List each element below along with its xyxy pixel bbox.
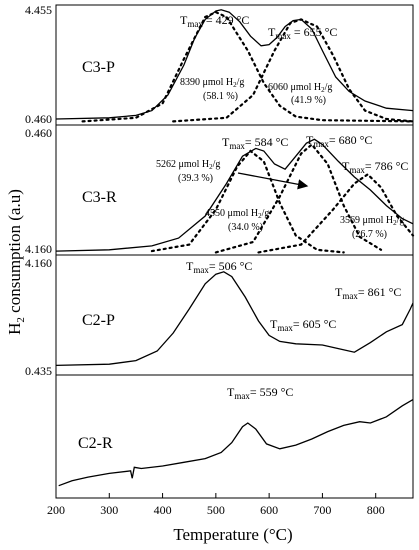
x-tick-label-300: 300: [100, 503, 118, 517]
panel-label-c3r: C3-R: [82, 189, 117, 206]
c3p-tmax-2: Tmax = 655 °C: [268, 25, 337, 41]
y-axis-title-h: H: [5, 323, 24, 335]
panel-label-c2r: C2-R: [78, 435, 113, 452]
c3r-series-4-dotted: [257, 172, 415, 254]
y-label-c3p-top: 4.455: [25, 3, 52, 17]
c3p-quantity-1: 8390 μmol H2/g: [180, 77, 244, 89]
c3p-quantity-2-pct: (41.9 %): [291, 95, 326, 106]
x-axis-ticks: 200 300 400 500 600 700 800: [47, 493, 385, 517]
plot-frame: [55, 4, 414, 499]
x-tick-label-400: 400: [154, 503, 172, 517]
c2p-tmax-3: Tmax= 861 °C: [335, 285, 401, 301]
y-label-c2p-top: 4.160: [25, 256, 52, 270]
c3r-quantity-2: 4550 μmol H2/g: [205, 208, 269, 220]
c3p-series-2-dotted: [81, 10, 415, 123]
c3r-series-1-solid: [55, 138, 414, 252]
y-label-c3r-top: 0.460: [25, 126, 52, 140]
c3r-quantity-3-pct: (26.7 %): [352, 229, 387, 240]
c3p-quantity-1-pct: (58.1 %): [203, 91, 238, 102]
c2p-tmax-2: Tmax= 605 °C: [270, 317, 336, 333]
panel-label-c2p: C2-P: [82, 312, 115, 329]
c3r-quantity-1: 5262 μmol H2/g: [156, 159, 220, 171]
c3p-series-1-solid: [55, 9, 414, 120]
y-label-c3r-bottom: 4.160: [25, 242, 52, 256]
y-axis-title-sub: 2: [15, 317, 27, 323]
y-label-c2p-bottom: 0.435: [25, 364, 52, 378]
c3r-series-2-dotted: [150, 149, 345, 254]
c3r-quantity-2-pct: (34.0 %): [228, 222, 263, 233]
c2r-series-1-solid: [58, 399, 414, 487]
c2p-series-1-solid: [55, 271, 414, 367]
c3p-quantity-2: 6060 μmol H2/g: [268, 82, 332, 94]
c3r-quantity-3: 3569 μmol H2/g: [340, 215, 404, 227]
x-axis-title: Temperature (°C): [173, 525, 292, 544]
x-tick-label-200: 200: [47, 503, 65, 517]
c3r-tmax-1: Tmax= 584 °C: [222, 135, 288, 151]
y-axis-title-rest: consumption (a.u): [5, 189, 24, 317]
x-tick-label-800: 800: [367, 503, 385, 517]
c3r-series-3-dotted: [214, 142, 383, 254]
x-tick-label-500: 500: [207, 503, 225, 517]
c3r-tmax-3: Tmax= 786 °C: [342, 159, 408, 175]
c2p-tmax-1: Tmax= 506 °C: [186, 259, 252, 275]
c3p-series-3-dotted: [172, 18, 415, 123]
y-axis-title: H2 consumption (a.u): [5, 189, 27, 335]
x-tick-label-600: 600: [260, 503, 278, 517]
c3r-quantity-1-pct: (39.3 %): [178, 173, 213, 184]
curves: [55, 9, 415, 487]
c3p-tmax-1: Tmax = 429 °C: [180, 13, 249, 29]
panel-label-c3p: C3-P: [82, 59, 115, 76]
c3r-tmax-2: Tmax= 680 °C: [306, 133, 372, 149]
x-tick-label-700: 700: [313, 503, 331, 517]
c3r-arrow: [237, 172, 309, 190]
c2r-tmax-1: Tmax= 559 °C: [227, 385, 293, 401]
y-label-c3p-bottom: 0.460: [25, 112, 52, 126]
